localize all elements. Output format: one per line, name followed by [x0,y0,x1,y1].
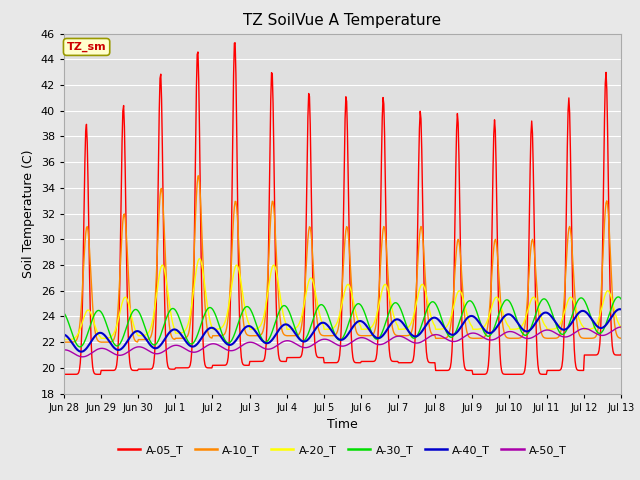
A-10_T [423,304,431,310]
A-30_T [292,327,300,333]
A-50_T [60,347,68,353]
A-50_T [423,336,431,341]
A-05_T [231,40,239,46]
A-20_T [292,325,300,331]
A-10_T [292,333,300,338]
A-30_T [423,306,431,312]
A-20_T [269,263,277,268]
A-20_T [130,323,138,328]
A-10_T [60,339,68,345]
A-50_T [131,345,138,351]
A-10_T [130,335,138,340]
A-30_T [456,316,464,322]
A-05_T [240,362,248,368]
A-05_T [423,355,431,361]
A-05_T [60,372,68,377]
Title: TZ SoilVue A Temperature: TZ SoilVue A Temperature [243,13,442,28]
A-40_T [456,325,464,331]
A-05_T [130,368,138,373]
Text: TZ_sm: TZ_sm [67,42,106,52]
A-20_T [60,336,68,342]
A-30_T [60,310,68,316]
Line: A-30_T: A-30_T [64,296,640,347]
A-30_T [131,307,138,312]
A-30_T [76,344,84,350]
A-20_T [196,256,204,262]
A-20_T [456,288,464,294]
A-40_T [292,331,300,337]
A-40_T [423,321,431,326]
A-10_T [456,253,464,259]
A-50_T [456,336,464,342]
A-50_T [240,342,248,348]
Line: A-50_T: A-50_T [64,325,640,357]
A-40_T [60,332,68,337]
A-40_T [269,336,277,342]
A-50_T [269,345,277,351]
A-30_T [269,326,277,332]
A-10_T [195,173,203,179]
Line: A-10_T: A-10_T [64,176,640,342]
Line: A-40_T: A-40_T [64,308,640,352]
A-40_T [77,349,85,355]
A-20_T [423,296,431,302]
A-40_T [240,326,248,332]
A-05_T [456,248,464,254]
A-10_T [269,199,277,204]
Legend: A-05_T, A-10_T, A-20_T, A-30_T, A-40_T, A-50_T: A-05_T, A-10_T, A-20_T, A-30_T, A-40_T, … [113,440,572,460]
A-20_T [240,298,248,303]
A-50_T [292,341,300,347]
A-05_T [269,101,277,107]
A-05_T [292,355,300,360]
Y-axis label: Soil Temperature (C): Soil Temperature (C) [22,149,35,278]
Line: A-05_T: A-05_T [64,43,640,374]
A-30_T [240,307,248,312]
A-50_T [79,354,86,360]
Line: A-20_T: A-20_T [64,259,640,339]
X-axis label: Time: Time [327,418,358,431]
A-10_T [240,321,248,326]
A-40_T [131,329,138,335]
